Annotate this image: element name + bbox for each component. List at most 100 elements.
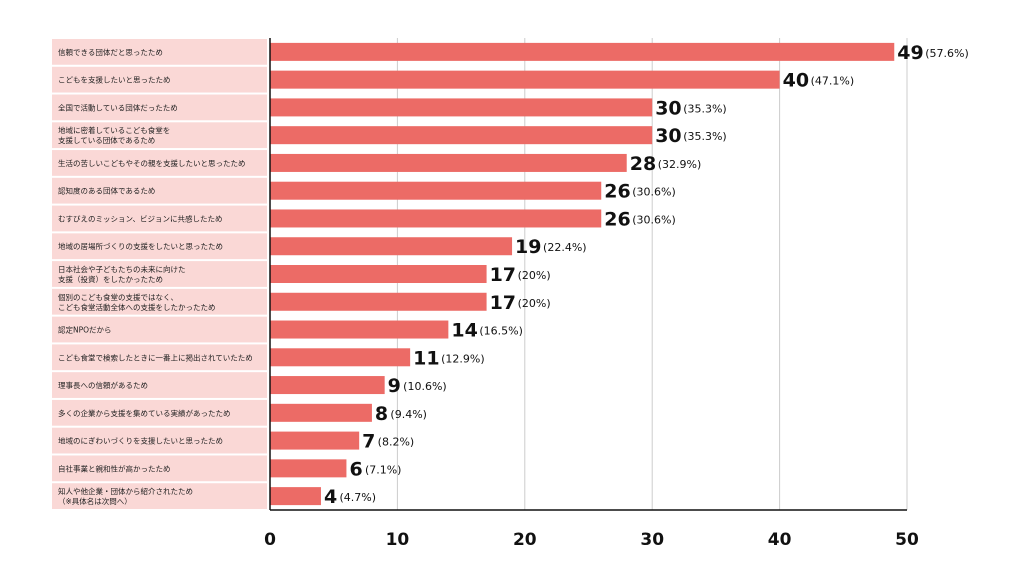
bar	[270, 376, 385, 395]
category-label-bg	[52, 427, 267, 454]
category-label-line: 生活の苦しいこどもやその親を支援したいと思ったため	[58, 158, 246, 168]
percent-label: (16.5%)	[479, 325, 523, 338]
value-label: 49	[897, 42, 923, 64]
category-label-bg	[52, 233, 267, 260]
value-label: 8	[375, 403, 388, 425]
category-label: 地域に密着しているこども食堂を支援している団体であるため	[58, 125, 170, 145]
bar	[270, 126, 653, 145]
category-label-bg	[52, 205, 267, 232]
value-label: 7	[362, 431, 375, 453]
value-label: 11	[413, 347, 439, 369]
category-label-bg	[52, 399, 267, 426]
category-label: 多くの企業から支援を集めている実績があったため	[58, 408, 231, 418]
category-label-line: 地域の居場所づくりの支援をしたいと思ったため	[58, 241, 223, 251]
percent-label: (22.4%)	[543, 241, 587, 254]
percent-label: (7.1%)	[365, 463, 402, 476]
value-label: 30	[655, 125, 681, 147]
x-tick-label: 30	[640, 530, 664, 550]
percent-label: (9.4%)	[390, 408, 427, 421]
bar	[270, 98, 653, 117]
category-label: 日本社会や子どもたちの未来に向けた支援（投資）をしたかったため	[58, 264, 186, 284]
category-label-bg	[52, 39, 267, 65]
value-label: 40	[783, 70, 809, 92]
percent-label: (10.6%)	[403, 380, 447, 393]
category-label: 全国で活動している団体だったため	[58, 102, 178, 112]
bar	[270, 42, 895, 61]
category-label-bg	[52, 66, 267, 93]
category-label-bg	[52, 344, 267, 371]
category-label-line: 認知度のある団体であるため	[58, 186, 155, 196]
bar	[270, 487, 321, 506]
category-label-line: 理事長への信頼があるため	[58, 380, 148, 390]
value-label: 26	[604, 181, 630, 203]
category-label-line: こども食堂で検索したときに一番上に掲出されていたため	[58, 352, 253, 362]
category-label: 知人や他企業・団体から紹介されたため（※具体名は次問へ）	[58, 486, 193, 506]
category-label: こども食堂で検索したときに一番上に掲出されていたため	[58, 352, 253, 362]
category-label-bg	[52, 261, 267, 287]
category-label-line: 支援している団体であるため	[58, 135, 155, 145]
bar	[270, 348, 411, 367]
value-label: 19	[515, 236, 541, 258]
value-label: 17	[490, 292, 516, 314]
percent-label: (8.2%)	[378, 436, 415, 449]
percent-label: (57.6%)	[925, 47, 969, 60]
category-label: 認知度のある団体であるため	[58, 186, 155, 196]
bar	[270, 237, 513, 256]
category-label-bg	[52, 288, 267, 315]
bar	[270, 459, 347, 478]
category-label-line: こどもを支援したいと思ったため	[58, 75, 171, 85]
category-label: 生活の苦しいこどもやその親を支援したいと思ったため	[58, 158, 246, 168]
category-label: 信頼できる団体だと思ったため	[58, 47, 163, 57]
bar	[270, 292, 487, 311]
bar	[270, 153, 627, 172]
category-label: 認定NPOだから	[58, 325, 112, 335]
percent-label: (12.9%)	[441, 352, 485, 365]
bar	[270, 70, 780, 89]
bar	[270, 265, 487, 283]
value-label: 9	[388, 375, 401, 397]
category-label-bg	[52, 455, 267, 482]
category-label-line: 多くの企業から支援を集めている実績があったため	[58, 408, 231, 418]
category-label-line: 全国で活動している団体だったため	[58, 102, 178, 112]
category-label-line: 地域に密着しているこども食堂を	[58, 125, 170, 135]
category-label-line: 個別のこども食堂の支援ではなく、	[58, 292, 178, 302]
percent-label: (30.6%)	[632, 186, 676, 199]
percent-label: (47.1%)	[811, 75, 855, 88]
x-tick-label: 20	[513, 530, 537, 550]
category-label-line: 認定NPOだから	[58, 325, 112, 335]
category-label-bg	[52, 483, 267, 509]
category-label: 自社事業と親和性が高かったため	[58, 463, 171, 473]
category-label: むすびえのミッション、ビジョンに共感したため	[58, 213, 223, 223]
category-label-line: 地域のにぎわいづくりを支援したいと思ったため	[58, 436, 223, 446]
x-tick-label: 50	[895, 530, 919, 550]
percent-label: (20%)	[518, 269, 551, 282]
category-label-bg	[52, 150, 267, 176]
category-label-line: 支援（投資）をしたかったため	[58, 274, 163, 284]
value-label: 6	[349, 458, 362, 480]
bar	[270, 181, 602, 200]
percent-label: (35.3%)	[683, 130, 727, 143]
category-label: 地域の居場所づくりの支援をしたいと思ったため	[58, 241, 223, 251]
category-label-line: 知人や他企業・団体から紹介されたため	[58, 486, 193, 496]
bar	[270, 431, 360, 450]
category-label-line: 日本社会や子どもたちの未来に向けた	[58, 264, 186, 274]
percent-label: (32.9%)	[658, 158, 702, 171]
category-label-bg	[52, 122, 267, 149]
x-tick-label: 40	[768, 530, 792, 550]
percent-label: (30.6%)	[632, 213, 676, 226]
bar	[270, 403, 372, 422]
category-label-line: むすびえのミッション、ビジョンに共感したため	[58, 213, 223, 223]
value-label: 17	[490, 264, 516, 286]
value-label: 14	[451, 320, 477, 342]
category-label-bg	[52, 372, 267, 398]
category-label: 理事長への信頼があるため	[58, 380, 148, 390]
category-label-bg	[52, 177, 267, 204]
value-label: 28	[630, 153, 656, 175]
value-label: 4	[324, 486, 337, 508]
percent-label: (4.7%)	[339, 491, 376, 504]
category-label-bg	[52, 316, 267, 343]
value-label: 30	[655, 97, 681, 119]
bar	[270, 320, 449, 339]
bar	[270, 209, 602, 228]
